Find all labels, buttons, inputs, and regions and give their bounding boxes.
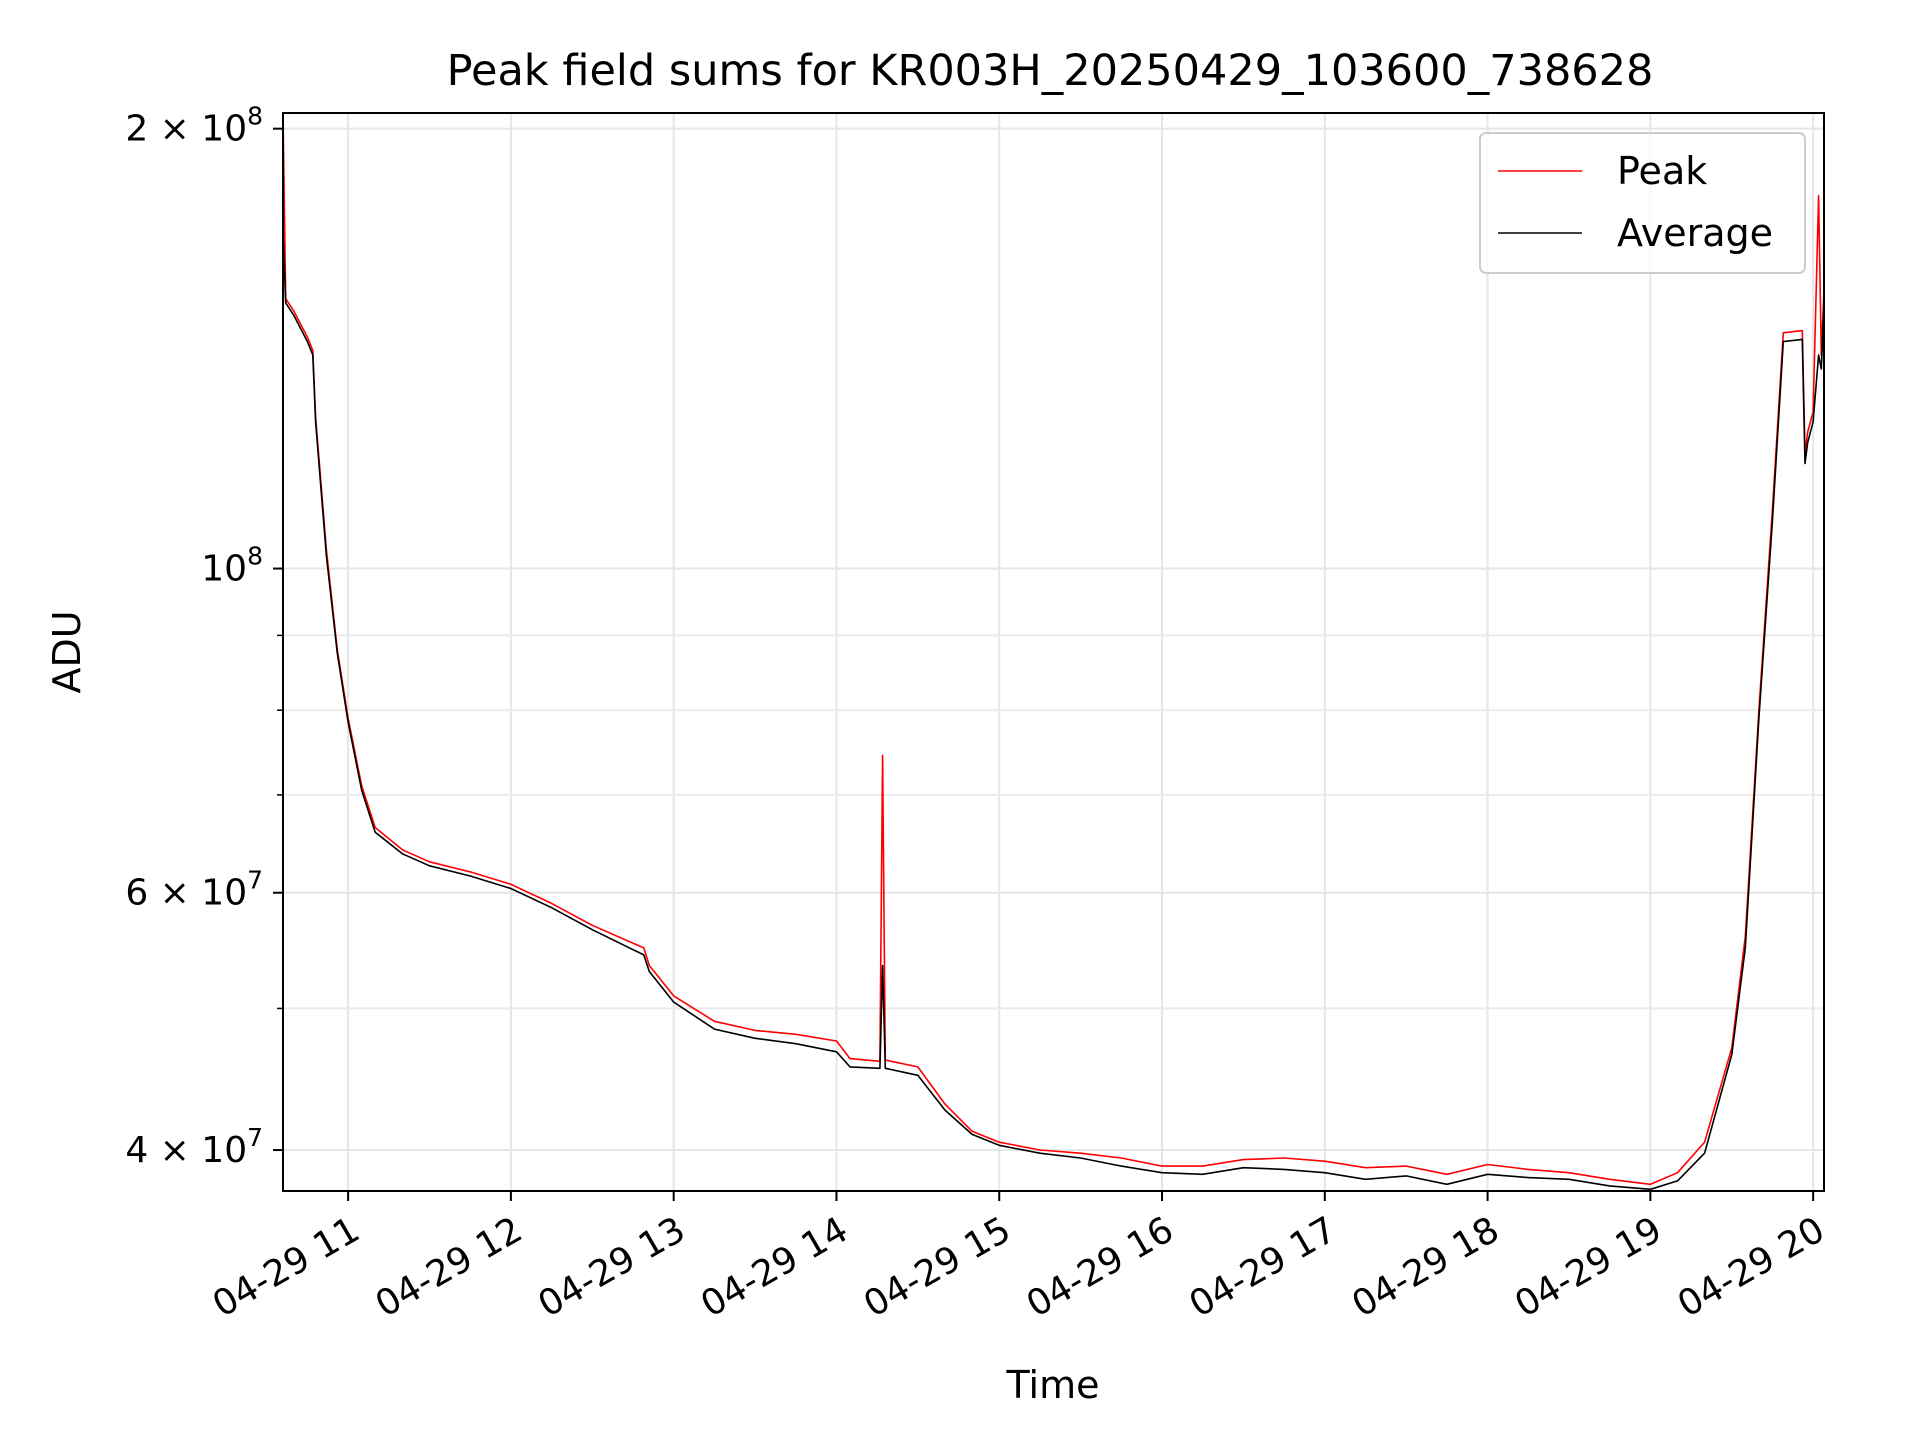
series-line-average bbox=[282, 231, 1825, 1191]
grid-layer bbox=[283, 113, 1824, 1191]
y-tick-label: 2 × 108 bbox=[125, 102, 263, 150]
y-tick-base: 4 × 10 bbox=[125, 1130, 247, 1171]
y-tick-base: 2 × 10 bbox=[125, 109, 247, 150]
legend-box bbox=[1479, 132, 1806, 274]
plot-area-frame bbox=[282, 112, 1825, 1192]
y-axis-label: ADU bbox=[45, 610, 89, 693]
x-axis-label: Time bbox=[1006, 1363, 1100, 1407]
y-tick-base: 10 bbox=[201, 549, 247, 590]
chart-title: Peak field sums for KR003H_20250429_1036… bbox=[447, 46, 1654, 96]
y-tick-exponent: 8 bbox=[247, 542, 263, 571]
y-tick-label: 6 × 107 bbox=[125, 866, 263, 914]
y-tick-base: 6 × 10 bbox=[125, 873, 247, 914]
series-layer bbox=[282, 112, 1825, 1191]
y-tick-label: 108 bbox=[201, 542, 263, 590]
y-tick-exponent: 7 bbox=[247, 866, 263, 895]
y-tick-exponent: 8 bbox=[247, 102, 263, 131]
legend-label-peak: Peak bbox=[1617, 149, 1707, 193]
legend-label-average: Average bbox=[1617, 211, 1773, 255]
legend: Peak Average bbox=[1479, 132, 1806, 274]
y-tick-label: 4 × 107 bbox=[125, 1123, 263, 1171]
series-line-peak bbox=[282, 112, 1825, 1186]
y-tick-exponent: 7 bbox=[247, 1123, 263, 1152]
